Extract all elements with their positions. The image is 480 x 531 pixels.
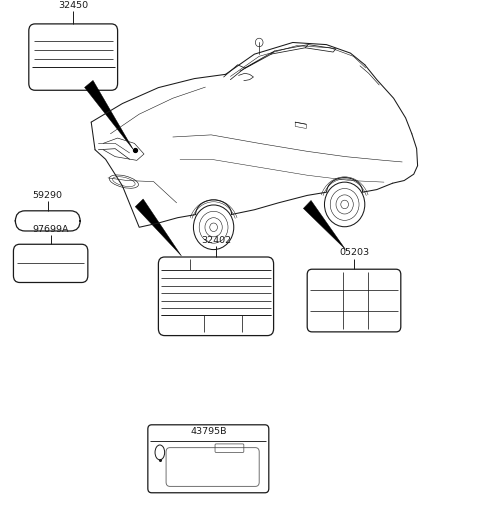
Polygon shape	[303, 200, 346, 250]
Polygon shape	[84, 80, 133, 150]
Text: 43795B: 43795B	[190, 427, 227, 436]
Polygon shape	[135, 199, 181, 256]
Text: 32450: 32450	[58, 1, 88, 10]
Text: 32402: 32402	[201, 236, 231, 245]
Text: 05203: 05203	[339, 248, 369, 257]
Text: 97699A: 97699A	[32, 225, 69, 234]
Text: 59290: 59290	[33, 191, 63, 200]
